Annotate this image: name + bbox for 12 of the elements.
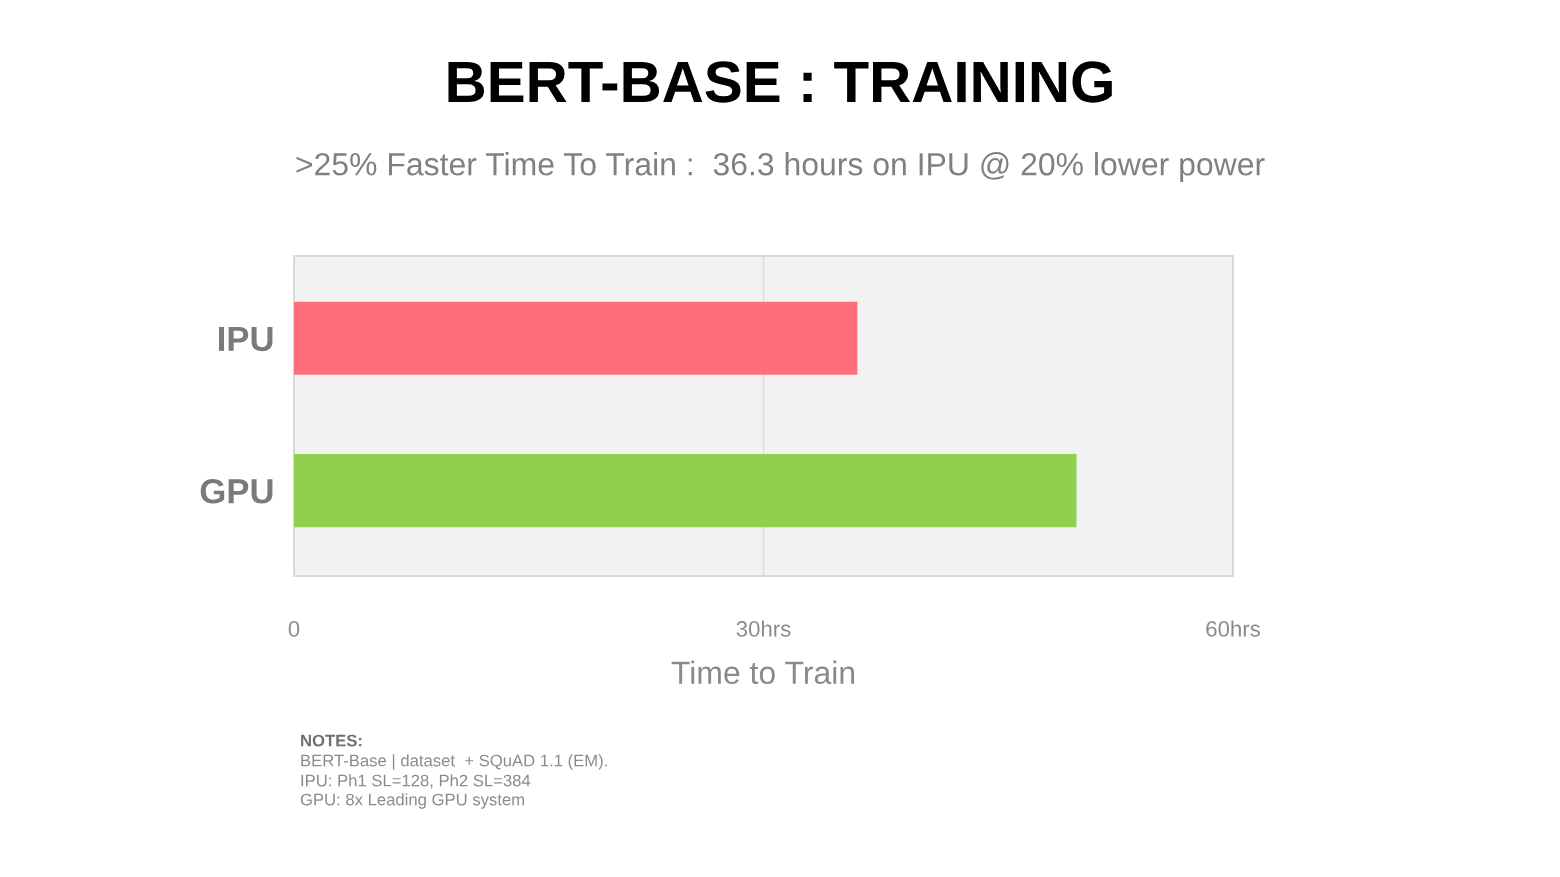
text: BERT-Base | dataset + SQuAD 1.1 (EM).	[301, 754, 607, 770]
x-tick-label: 0	[288, 621, 300, 637]
text: IPU: Ph1 SL=128, Ph2 SL=384	[301, 774, 531, 789]
text: GPU: 8x Leading GPU system	[300, 793, 524, 809]
chart-title: BERT-BASE : TRAINING	[448, 61, 1112, 103]
chart-subtitle: >25% Faster Time To Train : 36.3 hours on IPU @ 20% lower power	[296, 152, 1265, 182]
x-tick-label: 30hrs	[736, 620, 791, 637]
text: NOTES:	[301, 734, 362, 747]
y-tick-label: GPU	[200, 479, 273, 504]
x-tick-label: 60hrs	[1206, 620, 1260, 637]
y-tick-label: IPU	[218, 326, 273, 352]
x-axis-title: Time to Train	[671, 660, 855, 685]
